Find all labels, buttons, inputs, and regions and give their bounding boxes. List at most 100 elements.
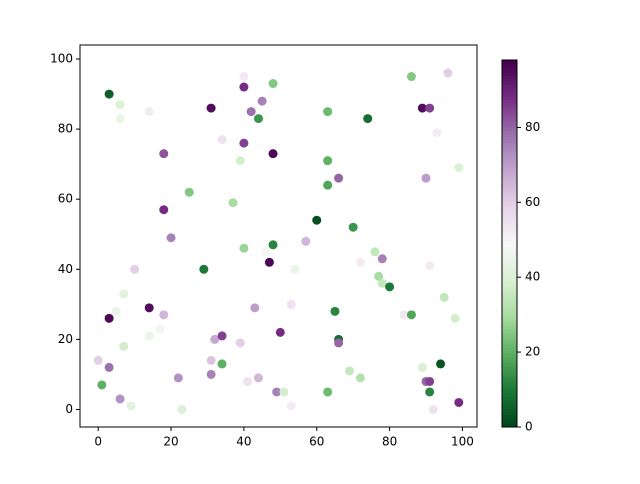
point: [206, 355, 216, 365]
colorbar-step: [502, 96, 517, 101]
colorbar-step: [502, 222, 517, 226]
colorbar-step: [502, 142, 517, 147]
colorbar-step: [502, 111, 517, 116]
colorbar-step: [502, 344, 517, 348]
colorbar-step: [502, 396, 517, 400]
colorbar-step: [502, 365, 517, 370]
x-tick-label: 40: [236, 435, 251, 449]
colorbar-step: [502, 313, 517, 318]
point: [228, 198, 238, 208]
colorbar-step: [502, 347, 517, 352]
colorbar-tick-label: 0: [525, 420, 533, 434]
colorbar-step: [502, 368, 517, 373]
colorbar-step: [502, 335, 517, 339]
colorbar-step: [502, 295, 517, 300]
colorbar-step: [502, 191, 517, 196]
colorbar-step: [502, 417, 517, 422]
colorbar-step: [502, 261, 517, 266]
point: [104, 89, 114, 99]
colorbar-step: [502, 414, 517, 419]
colorbar-step: [502, 319, 517, 324]
colorbar-step: [502, 63, 517, 67]
axes-frame: [79, 44, 478, 428]
colorbar-step: [502, 66, 517, 70]
colorbar-step: [502, 307, 517, 312]
point: [286, 401, 296, 411]
colorbar-step: [502, 243, 517, 248]
colorbar-step: [502, 145, 517, 150]
point: [275, 327, 285, 337]
colorbar-step: [502, 323, 517, 327]
colorbar-step: [502, 390, 517, 394]
colorbar-step: [502, 371, 517, 376]
colorbar-step: [502, 99, 517, 104]
point: [268, 79, 278, 89]
colorbar-step: [502, 108, 517, 113]
point: [253, 114, 263, 124]
point: [253, 373, 263, 383]
y-tick-label: 100: [50, 52, 73, 66]
point: [217, 359, 227, 369]
colorbar-step: [502, 179, 517, 183]
point: [385, 282, 395, 292]
point: [206, 369, 216, 379]
colorbar-step: [502, 72, 517, 76]
colorbar-step: [502, 399, 517, 404]
colorbar-step: [502, 219, 517, 223]
point: [428, 404, 438, 414]
colorbar-step: [502, 81, 517, 85]
colorbar-step: [502, 200, 517, 205]
point: [199, 264, 209, 274]
colorbar-step: [502, 423, 517, 428]
colorbar-step: [502, 176, 517, 180]
y-tick-label: 20: [58, 332, 73, 346]
point: [104, 362, 114, 372]
point: [115, 114, 125, 124]
point: [355, 257, 365, 267]
colorbar-step: [502, 124, 517, 128]
point: [261, 247, 271, 257]
colorbar-step: [502, 316, 517, 321]
colorbar-step: [502, 78, 517, 82]
colorbar-tick-label: 80: [525, 120, 540, 134]
colorbar-step: [502, 163, 517, 168]
colorbar-step: [502, 212, 517, 217]
y-tick-label: 60: [58, 192, 73, 206]
point: [268, 240, 278, 250]
point: [406, 72, 416, 82]
colorbar-step: [502, 267, 517, 272]
point: [115, 394, 125, 404]
point: [334, 173, 344, 183]
x-tick-label: 60: [309, 435, 324, 449]
colorbar-tick-label: 40: [525, 270, 540, 284]
colorbar-step: [502, 203, 517, 208]
colorbar-step: [502, 258, 517, 263]
point: [417, 362, 427, 372]
x-tick-label: 0: [94, 435, 102, 449]
point: [417, 103, 427, 113]
colorbar-step: [502, 133, 517, 137]
point: [217, 135, 227, 145]
point: [115, 100, 125, 110]
colorbar-step: [502, 185, 517, 189]
point: [184, 187, 194, 197]
colorbar-step: [502, 121, 517, 125]
colorbar-step: [502, 252, 517, 257]
colorbar-step: [502, 246, 517, 251]
point: [330, 306, 340, 316]
point: [239, 138, 249, 148]
colorbar-step: [502, 375, 517, 379]
point: [268, 149, 278, 159]
colorbar-step: [502, 209, 517, 214]
colorbar-step: [502, 271, 517, 275]
point: [257, 96, 267, 106]
point: [323, 387, 333, 397]
point: [144, 331, 154, 341]
point: [239, 82, 249, 92]
colorbar-tick-label: 60: [525, 195, 540, 209]
colorbar-step: [502, 206, 517, 211]
colorbar-step: [502, 84, 517, 89]
point: [155, 324, 165, 334]
point: [450, 313, 460, 323]
point: [348, 222, 358, 232]
